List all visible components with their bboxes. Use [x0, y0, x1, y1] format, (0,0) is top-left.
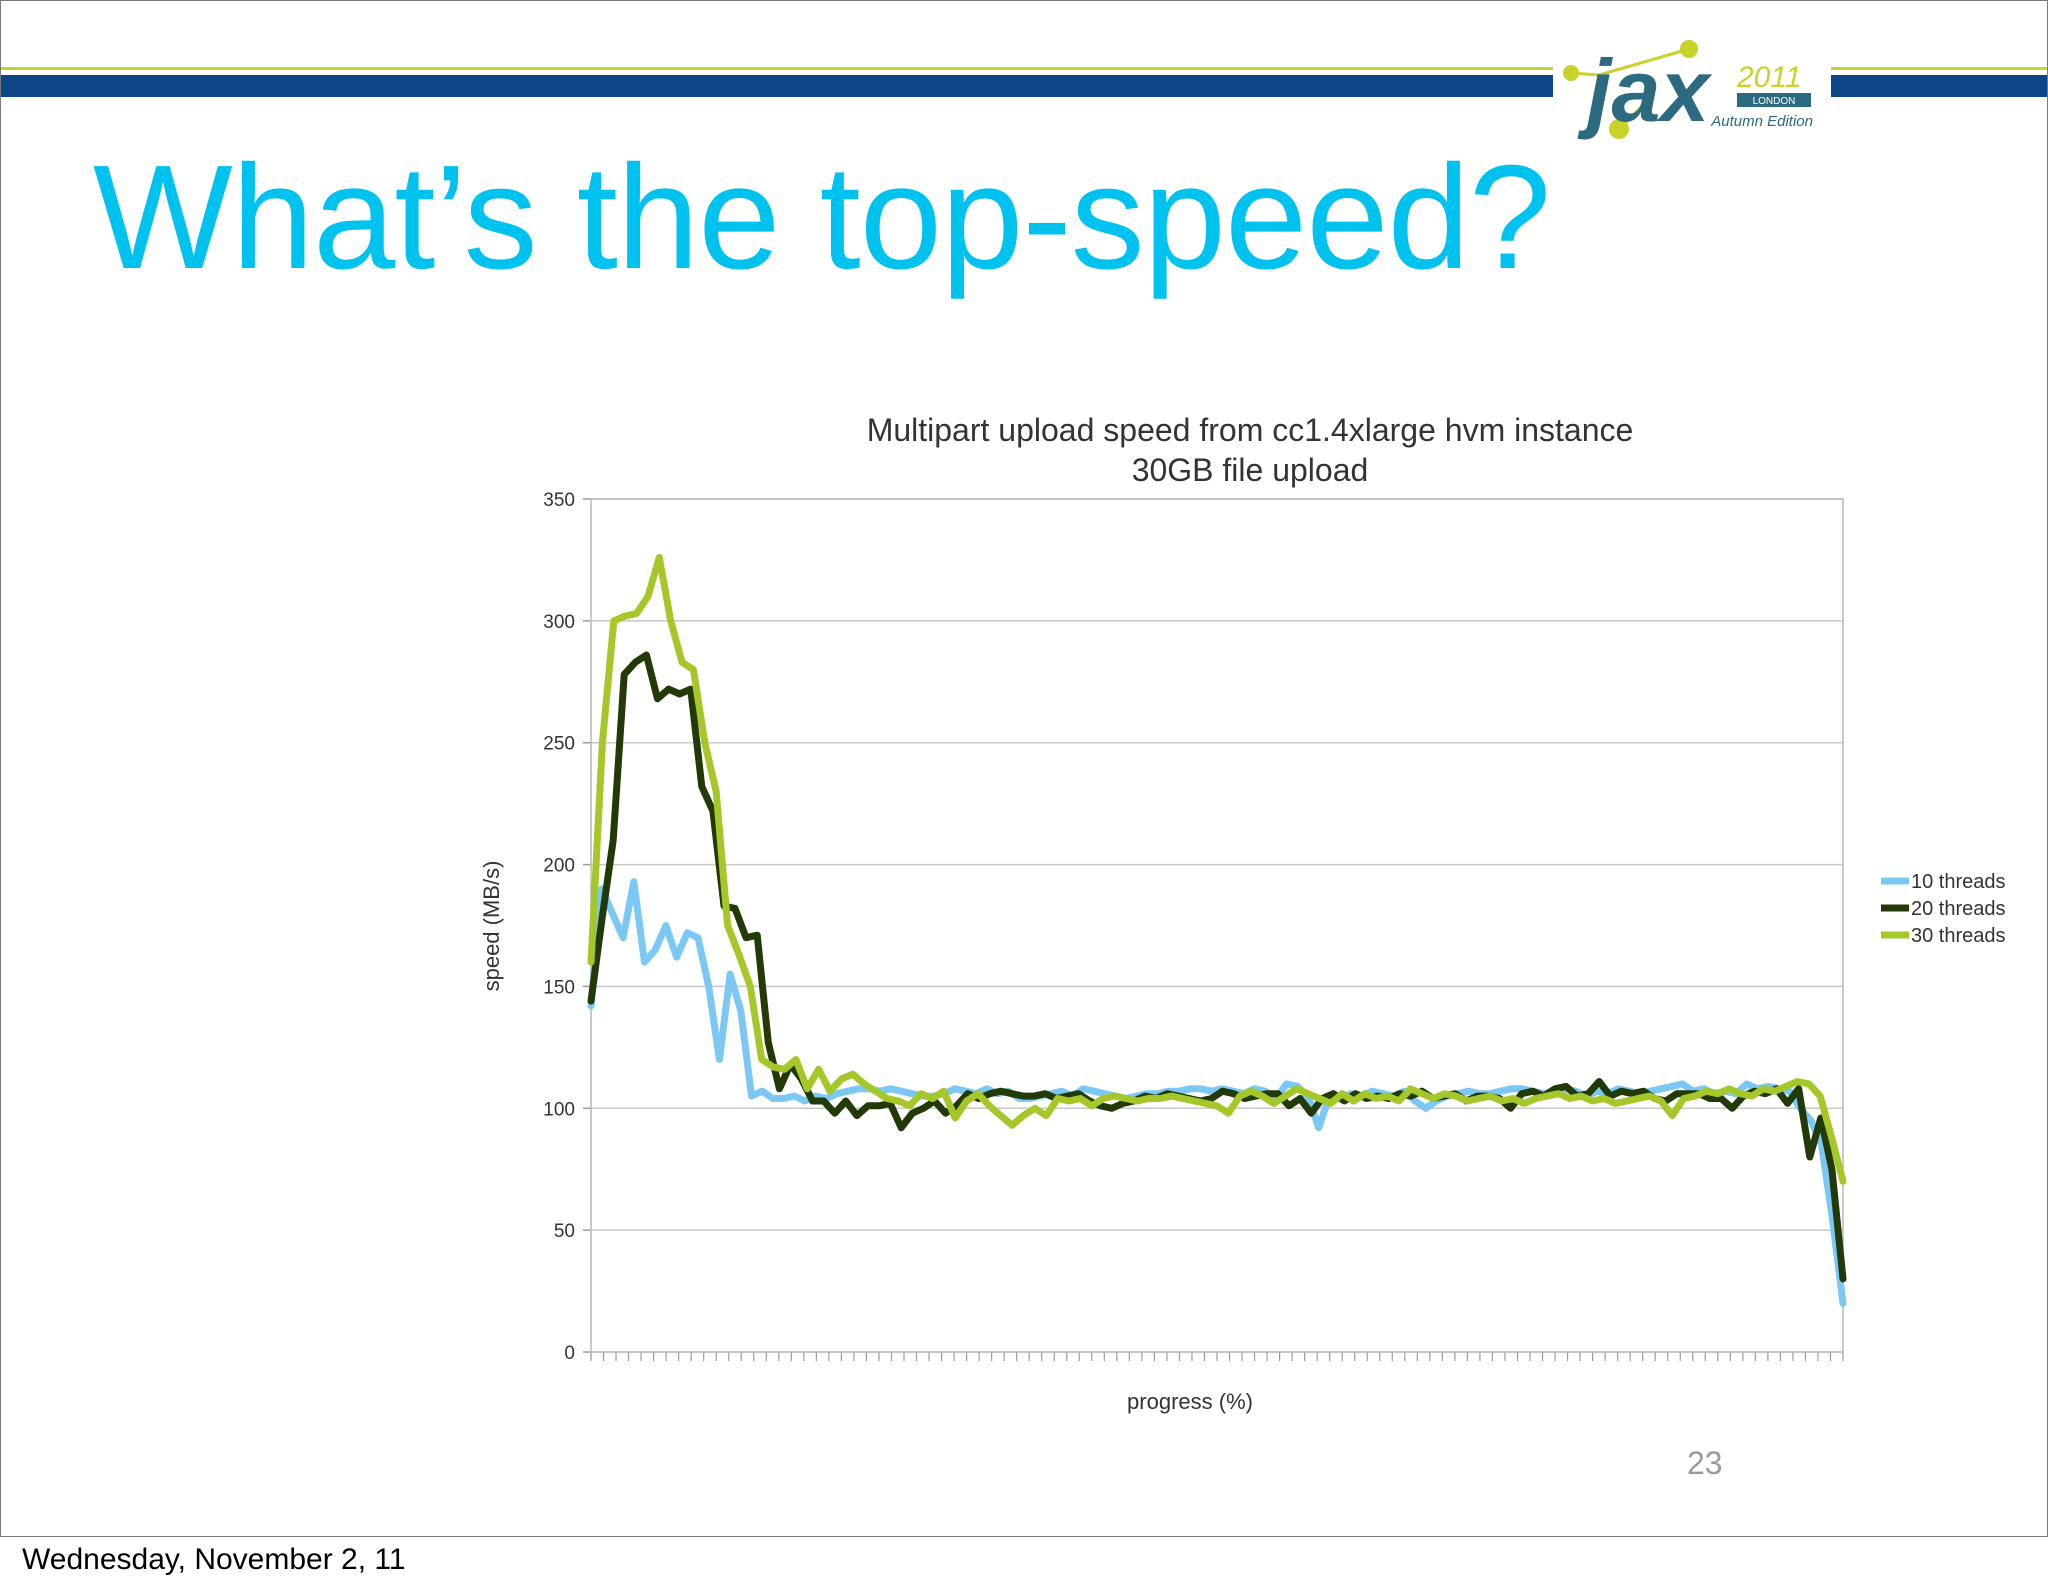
y-tick-label-250: 250	[543, 734, 575, 755]
logo-year: 2011	[1736, 61, 1802, 94]
header-bar-left	[1, 75, 1553, 97]
y-tick-label-200: 200	[543, 856, 575, 877]
series-line-30-threads	[587, 554, 1847, 1185]
x-axis-ticks	[590, 1352, 1844, 1361]
slide: jax 2011 LONDON Autumn Edition What’s th…	[0, 0, 2048, 1537]
y-tick-label-300: 300	[543, 612, 575, 633]
x-axis-label: progress (%)	[1127, 1389, 1253, 1414]
header-accent-line-left	[1, 67, 1553, 70]
legend-label-30-threads: 30 threads	[1911, 925, 2006, 947]
chart-subtitle: 30GB file upload	[1132, 452, 1369, 488]
page-title: What’s the top-speed?	[93, 135, 1551, 300]
y-tick-label-350: 350	[543, 490, 575, 511]
page-number: 23	[1687, 1445, 1723, 1481]
footer-date: Wednesday, November 2, 11	[22, 1543, 406, 1576]
logo-city: LONDON	[1753, 96, 1796, 107]
legend-label-20-threads: 20 threads	[1911, 898, 2006, 920]
series-line-20-threads	[587, 651, 1847, 1283]
chart-legend: 10 threads 20 threads 30 threads	[1881, 871, 2006, 947]
chart-series	[587, 554, 1847, 1307]
header-bar-right	[1831, 75, 2047, 97]
logo-edition: Autumn Edition	[1710, 113, 1813, 130]
y-tick-label-100: 100	[543, 1099, 575, 1120]
plot-area	[590, 498, 1844, 1353]
chart-gridlines	[591, 498, 1843, 1353]
header-accent-line-right	[1831, 67, 2047, 70]
y-axis-ticks: 0 50 100 150 200 250 300 350	[543, 490, 591, 1364]
logo-dot-1	[1563, 65, 1579, 81]
logo-city-badge	[1737, 93, 1811, 107]
logo-wordmark: jax	[1577, 41, 1712, 140]
speed-chart: Multipart upload speed from cc1.4xlarge …	[479, 412, 2006, 1414]
jax-logo: jax 2011 LONDON Autumn Edition	[1563, 40, 1813, 140]
logo-dot-3	[1609, 119, 1629, 139]
y-tick-label-50: 50	[554, 1221, 575, 1242]
y-tick-label-150: 150	[543, 977, 575, 998]
y-tick-label-0: 0	[564, 1343, 575, 1364]
legend-label-10-threads: 10 threads	[1911, 871, 2006, 893]
logo-dot-2	[1680, 40, 1698, 58]
y-axis-label: speed (MB/s)	[479, 861, 504, 992]
chart-title: Multipart upload speed from cc1.4xlarge …	[867, 412, 1634, 448]
